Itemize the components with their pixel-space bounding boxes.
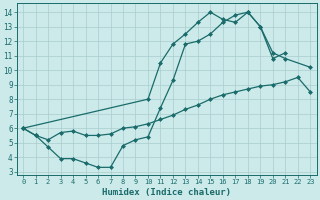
- X-axis label: Humidex (Indice chaleur): Humidex (Indice chaleur): [102, 188, 231, 197]
